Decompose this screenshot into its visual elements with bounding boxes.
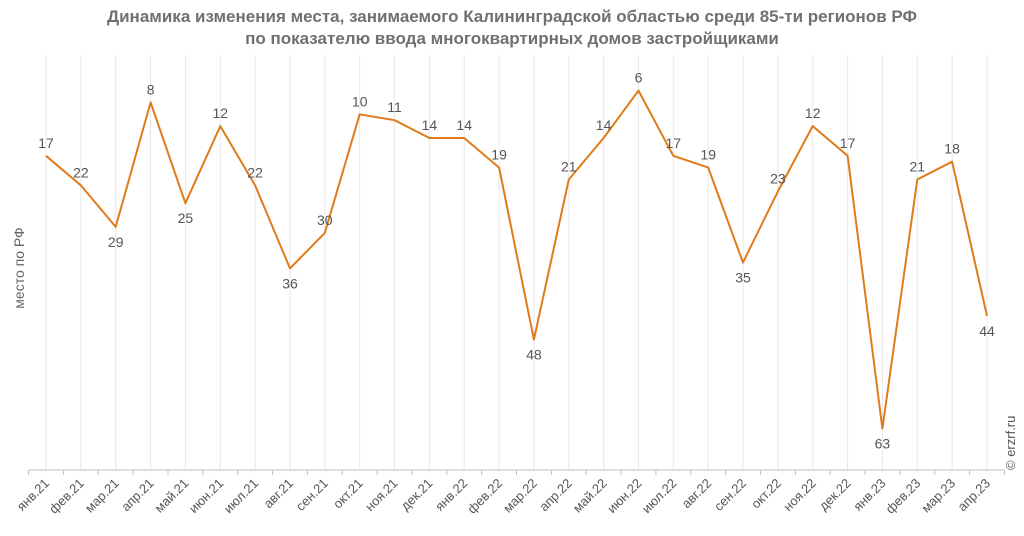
data-label: 12 xyxy=(805,105,821,121)
data-label: 8 xyxy=(147,81,155,97)
x-tick-label: июн.21 xyxy=(186,476,226,516)
data-label: 17 xyxy=(38,135,54,151)
x-tick-label: сен.22 xyxy=(711,476,749,514)
x-tick-label: май.22 xyxy=(570,476,610,516)
data-label: 63 xyxy=(875,436,891,452)
chart-title: Динамика изменения места, занимаемого Ка… xyxy=(0,6,1024,50)
x-tick-label: сен.21 xyxy=(293,476,331,514)
data-label: 17 xyxy=(666,135,682,151)
data-label: 6 xyxy=(635,70,643,86)
x-tick-label: окт.21 xyxy=(330,476,366,512)
data-label: 23 xyxy=(770,170,786,186)
data-label: 14 xyxy=(456,117,472,133)
x-tick-label: мар.22 xyxy=(500,476,540,516)
data-label: 44 xyxy=(979,323,995,339)
x-tick-label: апр.23 xyxy=(955,476,994,515)
data-label: 12 xyxy=(213,105,229,121)
x-tick-label: авг.22 xyxy=(679,476,715,512)
data-label: 29 xyxy=(108,234,124,250)
x-tick-label: дек.22 xyxy=(816,476,854,514)
data-label: 36 xyxy=(282,275,298,291)
copyright-text: © erzrf.ru xyxy=(1003,416,1018,470)
data-label: 14 xyxy=(596,117,612,133)
data-label: 18 xyxy=(944,141,960,157)
x-tick-label: июл.22 xyxy=(639,476,680,517)
x-tick-label: апр.21 xyxy=(118,476,157,515)
data-label: 21 xyxy=(561,159,577,175)
grid-lines xyxy=(45,55,988,470)
series-line xyxy=(45,89,988,430)
x-tick-label: фев.23 xyxy=(882,476,923,517)
data-labels: 17 22 29 8 25 12 22 36 30 10 11 14 14 19 48 21 14 6 17 19 35… xyxy=(38,70,995,452)
x-tick-label: дек.21 xyxy=(398,476,436,514)
chart-title-line-1: Динамика изменения места, занимаемого Ка… xyxy=(107,7,917,26)
x-tick-label: янв.21 xyxy=(14,476,52,514)
x-tick-label: ноя.22 xyxy=(780,476,819,515)
x-tick-label: авг.21 xyxy=(260,476,296,512)
data-label: 19 xyxy=(700,147,716,163)
data-label: 10 xyxy=(352,93,368,109)
x-tick-label: апр.22 xyxy=(536,476,575,515)
data-label: 14 xyxy=(422,117,438,133)
data-label: 35 xyxy=(735,270,751,286)
x-tick-label: май.21 xyxy=(152,476,192,516)
x-tick-label: мар.21 xyxy=(82,476,122,516)
x-tick-label: окт.22 xyxy=(748,476,784,512)
x-axis-ticks: янв.21фев.21мар.21апр.21май.21июн.21июл.… xyxy=(14,470,1005,516)
x-tick-label: янв.22 xyxy=(432,476,470,514)
x-tick-label: фев.21 xyxy=(46,476,87,517)
chart-title-line-2: по показателю ввода многоквартирных домо… xyxy=(245,29,779,48)
x-tick-label: мар.23 xyxy=(918,476,958,516)
data-label: 17 xyxy=(840,135,856,151)
data-label: 22 xyxy=(247,164,263,180)
data-label: 30 xyxy=(317,212,333,228)
x-tick-label: янв.23 xyxy=(850,476,888,514)
data-label: 48 xyxy=(526,347,542,363)
data-label: 22 xyxy=(73,164,89,180)
data-label: 25 xyxy=(178,210,194,226)
data-label: 19 xyxy=(491,147,507,163)
x-tick-label: ноя.21 xyxy=(362,476,401,515)
x-tick-label: фев.22 xyxy=(464,476,505,517)
x-tick-label: июн.22 xyxy=(604,476,644,516)
y-axis-label: место по РФ xyxy=(11,227,27,308)
data-label: 21 xyxy=(910,159,926,175)
x-tick-label: июл.21 xyxy=(221,476,262,517)
data-label: 11 xyxy=(387,99,402,115)
